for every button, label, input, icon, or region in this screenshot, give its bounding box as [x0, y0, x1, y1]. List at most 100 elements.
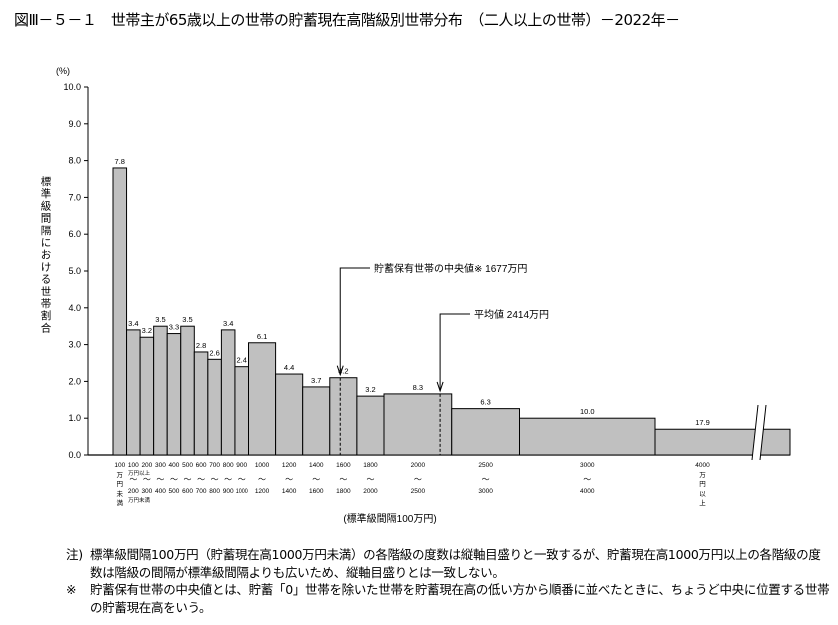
bar-value-label: 6.1: [257, 332, 267, 341]
y-axis-label-char: 準: [41, 187, 52, 200]
bar: [275, 373, 304, 456]
x-tick-label: 円: [699, 480, 706, 488]
bar: [356, 395, 385, 456]
y-unit-label: (%): [56, 66, 70, 76]
bar: [207, 358, 222, 456]
x-tick-label: 〜: [129, 475, 137, 484]
x-tick-label: 2000: [411, 462, 426, 469]
bar: [193, 351, 209, 456]
bar: [383, 393, 453, 456]
x-tick-label: 700: [196, 488, 207, 495]
note-1: 注) 標準級間隔100万円（貯蓄現在高1000万円未満）の各階級の度数は縦軸目盛…: [66, 546, 830, 581]
axis-break: [752, 405, 766, 460]
bar-value-label: 4.4: [284, 363, 294, 372]
x-tick-label: 〜: [143, 475, 151, 484]
histogram-chart: (%) 0.0 1.0 2.0 3.0 4.0 5.0 6.0 7.0 8.0 9.0 10.0 標…: [41, 66, 791, 525]
x-axis-label: (標準級間隔100万円): [343, 512, 436, 525]
x-tick-label: 800: [223, 462, 234, 469]
y-axis-label-char: 間: [41, 213, 52, 225]
x-tick-label: 〜: [238, 475, 246, 484]
bar-value-label: 3.4: [223, 319, 233, 328]
bar: [654, 428, 791, 456]
x-tick-label: 〜: [156, 475, 164, 484]
bar-value-label: 2.4: [237, 356, 247, 365]
y-tick-label: 7.0: [68, 192, 81, 202]
x-tick-label: 900: [223, 488, 234, 495]
x-tick-label: 400: [155, 488, 166, 495]
x-tick-label: 100: [128, 462, 139, 469]
x-tick-annotation: 万円以上: [128, 469, 151, 477]
x-tick-label: 4000: [695, 462, 710, 469]
x-tick-label: 1600: [309, 488, 324, 495]
bar: [180, 325, 195, 456]
y-tick-label: 0.0: [68, 450, 81, 460]
bar-value-label: 7.8: [115, 157, 125, 166]
mean-pointer-line: [439, 313, 470, 391]
x-tick-label: 900: [236, 462, 247, 469]
x-tick-label: 500: [169, 488, 180, 495]
bar-value-label: 3.5: [182, 315, 192, 324]
y-axis-label-char: 帯: [41, 297, 52, 310]
x-tick-label: 300: [141, 488, 152, 495]
bar: [451, 408, 520, 456]
note-mark: 注): [66, 547, 83, 562]
x-tick-label: 600: [182, 488, 193, 495]
x-tick-label: 〜: [285, 475, 293, 484]
x-tick-label: 400: [169, 462, 180, 469]
median-label: 貯蓄保有世帯の中央値※ 1677万円: [374, 262, 527, 275]
x-tick-label: 1600: [336, 462, 351, 469]
bar: [329, 377, 358, 456]
bar: [126, 329, 141, 456]
x-tick-annotation: 万円未満: [128, 496, 151, 504]
x-tick-label: 4000: [580, 488, 595, 495]
x-tick-label: 満: [117, 499, 124, 507]
bar-value-label: 3.2: [142, 326, 152, 335]
x-tick-label: 〜: [258, 475, 266, 484]
note-2: ※ 貯蓄保有世帯の中央値とは、貯蓄「0」世帯を除いた世帯を貯蓄現在高の低い方から…: [66, 581, 830, 616]
x-tick-label: 1000: [255, 462, 270, 469]
bar-value-label: 10.0: [580, 407, 595, 416]
y-tick-label: 1.0: [68, 413, 81, 423]
axis-break-line: [751, 404, 759, 461]
y-tick-label: 3.0: [68, 340, 81, 350]
y-axis-label-char: 級: [41, 199, 52, 212]
bar: [248, 342, 277, 456]
y-axis-label-char: 割: [41, 309, 52, 322]
x-tick-label: 1400: [309, 462, 324, 469]
x-tick-label: 〜: [197, 475, 205, 484]
median-pointer-line: [339, 267, 370, 375]
x-tick-label: 1000: [236, 488, 248, 495]
x-tick-label: 万: [699, 471, 706, 479]
x-tick-label: 〜: [184, 475, 192, 484]
x-tick-label: 2000: [363, 488, 378, 495]
x-tick-label: 〜: [170, 475, 178, 484]
bar-value-label: 2.8: [196, 341, 206, 350]
axis-break-line: [759, 404, 767, 461]
x-tick-label: 〜: [366, 475, 374, 484]
bar: [166, 333, 182, 456]
notes: 注) 標準級間隔100万円（貯蓄現在高1000万円未満）の各階級の度数は縦軸目盛…: [66, 546, 830, 616]
bar-value-label: 3.7: [311, 376, 321, 385]
bar: [112, 167, 128, 456]
y-axis-label-char: 隔: [41, 225, 52, 237]
x-tick-label: 万: [117, 471, 124, 479]
x-tick-label: 〜: [482, 475, 490, 484]
x-tick-label: 2500: [478, 462, 493, 469]
bar-value-label: 6.3: [480, 398, 490, 407]
y-axis-label-char: 合: [41, 321, 52, 334]
x-tick-label: 1800: [336, 488, 351, 495]
x-tick-label: 1200: [282, 462, 297, 469]
bar-value-label: 8.3: [413, 383, 423, 392]
x-tick-label: 円: [117, 480, 124, 488]
x-tick-label: 1200: [255, 488, 270, 495]
median-arrow-icon: [336, 365, 344, 377]
x-tick-label: 1800: [363, 462, 378, 469]
y-axis-label-char: け: [41, 261, 52, 273]
y-tick-label: 4.0: [68, 303, 81, 313]
x-tick-label: 2500: [411, 488, 426, 495]
bar-value-label: 17.9: [695, 418, 710, 427]
note-text: 標準級間隔100万円（貯蓄現在高1000万円未満）の各階級の度数は縦軸目盛りと一…: [90, 547, 821, 580]
bar: [302, 386, 331, 456]
y-axis-label-char: 世: [41, 286, 52, 298]
x-tick-label: 500: [182, 462, 193, 469]
